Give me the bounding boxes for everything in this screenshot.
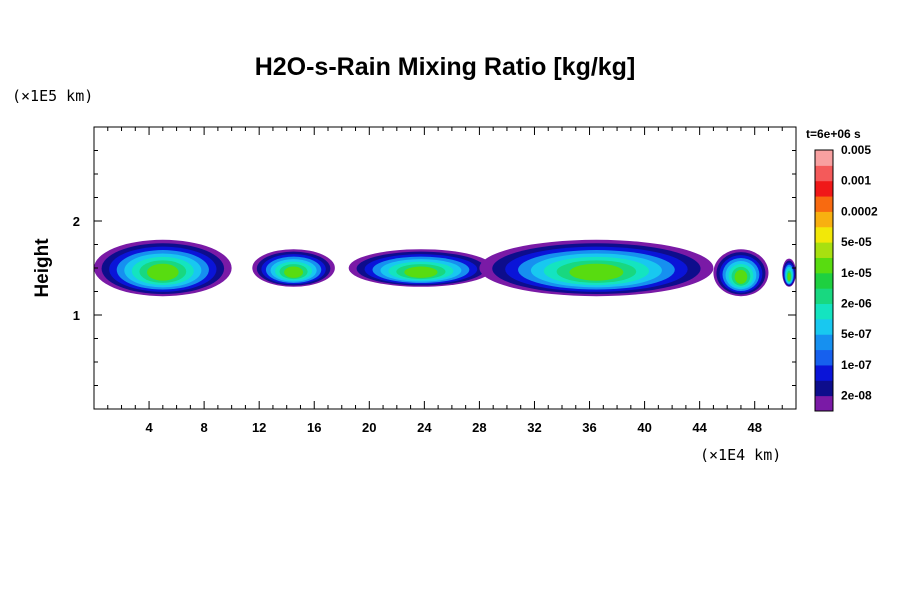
colorbar-swatch [815,364,833,381]
colorbar-swatch [815,180,833,197]
colorbar: 2e-08 1e-07 5e-07 2e-06 1e-05 5e-05 0.0002 0.00… [814,143,878,412]
colorbar-swatch [815,196,833,212]
colorbar-swatch [815,257,833,274]
y-tick-label: 1 [73,308,80,323]
y-axis-scale-label: (×1E5 km) [12,87,93,105]
colorbar-swatch [815,242,833,258]
axis-ticks [94,127,796,409]
colorbar-label: 0.005 [841,143,871,157]
x-tick-label: 32 [527,420,541,435]
x-tick-label: 36 [582,420,596,435]
x-tick-label: 24 [417,420,432,435]
rain-band [479,239,714,297]
x-tick-label: 12 [252,420,266,435]
colorbar-swatch [815,165,833,182]
colorbar-label: 0.001 [841,174,871,188]
colorbar-label: 1e-05 [841,266,872,280]
x-tick-label: 20 [362,420,376,435]
x-tick-label: 16 [307,420,321,435]
rain-band [94,239,232,297]
colorbar-swatch [815,272,833,289]
x-tick-label: 8 [201,420,208,435]
x-tick-labels: 4 8 12 16 20 24 28 32 36 40 44 48 [145,420,761,435]
y-axis-label: Height [32,238,53,298]
colorbar-label: 5e-05 [841,235,872,249]
colorbar-label: 1e-07 [841,358,872,372]
rain-contour [569,263,624,281]
chart-title: H2O-s-Rain Mixing Ratio [kg/kg] [255,53,636,81]
colorbar-swatch [815,318,833,335]
x-tick-label: 44 [692,420,707,435]
y-tick-labels: 12 [73,214,80,323]
rain-field [94,239,796,297]
colorbar-label: 5e-07 [841,327,872,341]
rain-band [782,258,796,287]
rain-contour [284,266,304,278]
colorbar-frame [814,149,834,412]
rain-contour [146,263,179,281]
colorbar-swatch [815,349,833,366]
colorbar-label: 0.0002 [841,204,878,218]
x-tick-label: 40 [637,420,651,435]
colorbar-swatch [815,380,833,397]
rain-contour [404,266,438,278]
x-tick-label: 48 [747,420,761,435]
rain-contour [734,269,748,284]
y-tick-label: 2 [73,214,80,229]
colorbar-swatch [815,334,833,351]
colorbar-swatch [815,150,833,166]
colorbar-swatch [815,303,833,320]
rain-band [348,249,494,287]
rain-contour [787,272,791,282]
colorbar-swatch [815,288,833,305]
colorbar-label: 2e-08 [841,389,872,403]
colorbar-swatch [815,211,833,228]
colorbar-swatch [815,226,833,243]
rain-band [252,249,335,287]
x-tick-label: 28 [472,420,486,435]
rain-band [713,249,769,297]
colorbar-label: 2e-06 [841,297,872,311]
x-tick-label: 4 [145,420,153,435]
colorbar-swatch [815,395,833,412]
time-label: t=6e+06 s [806,127,861,141]
x-axis-scale-label: (×1E4 km) [700,446,781,464]
